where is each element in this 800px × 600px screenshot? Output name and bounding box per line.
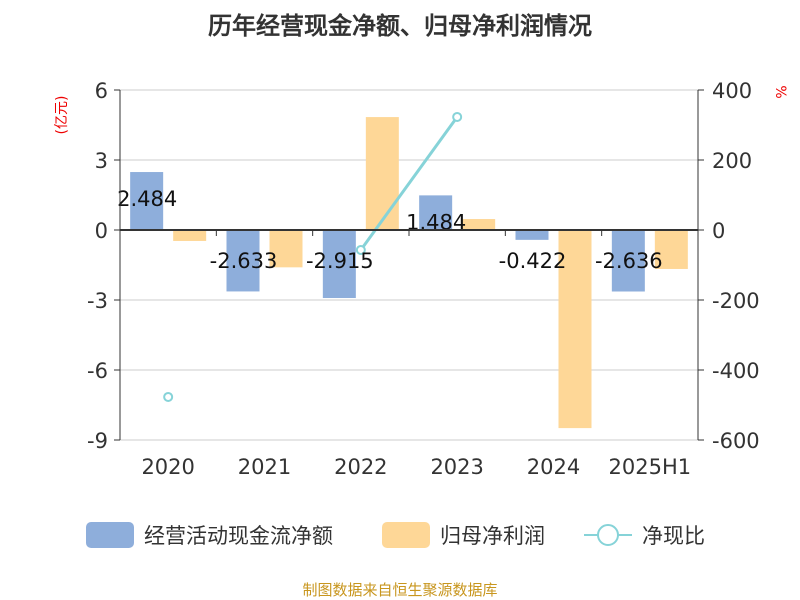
right-tick-label: -600 — [712, 429, 760, 453]
ratio-point — [452, 111, 463, 122]
profit-bar — [173, 230, 207, 241]
cashflow-bar — [515, 230, 549, 240]
cashflow-data-label: -2.633 — [210, 249, 278, 273]
cashflow-bar — [130, 172, 164, 230]
cashflow-bar — [322, 230, 356, 299]
cashflow-data-label: 2.484 — [117, 187, 177, 211]
legend-swatch-cashflow[interactable] — [86, 522, 134, 548]
cashflow-bar — [419, 195, 453, 230]
right-tick-label: -200 — [712, 289, 760, 313]
x-tick-label: 2024 — [527, 455, 580, 479]
right-tick-label: -400 — [712, 359, 760, 383]
right-axis-label: % — [772, 85, 788, 98]
left-tick-label: -3 — [87, 289, 108, 313]
left-tick-label: 3 — [95, 149, 108, 173]
x-tick-label: 2020 — [141, 455, 194, 479]
cashflow-data-label: -2.915 — [306, 249, 374, 273]
legend-swatch-profit[interactable] — [382, 522, 430, 548]
left-tick-label: 0 — [95, 219, 108, 243]
left-tick-label: -6 — [87, 359, 108, 383]
left-axis-label: (亿元) — [54, 96, 70, 135]
x-tick-label: 2021 — [238, 455, 291, 479]
legend: 经营活动现金流净额 归母净利润 净现比 — [86, 522, 705, 548]
left-tick-label: -9 — [87, 429, 108, 453]
legend-label-profit[interactable]: 归母净利润 — [440, 524, 545, 548]
x-tick-label: 2025H1 — [609, 455, 692, 479]
left-tick-label: 6 — [95, 79, 108, 103]
right-tick-label: 400 — [712, 79, 752, 103]
x-tick-label: 2022 — [334, 455, 387, 479]
cashflow-bar — [226, 230, 260, 292]
legend-label-ratio[interactable]: 净现比 — [642, 524, 705, 548]
right-tick-label: 0 — [712, 219, 725, 243]
profit-bar — [365, 117, 399, 230]
profit-bar — [462, 219, 496, 230]
legend-label-cashflow[interactable]: 经营活动现金流净额 — [144, 524, 333, 548]
legend-marker-ratio — [597, 524, 619, 546]
profit-bar — [654, 230, 688, 269]
profit-bar — [269, 230, 303, 268]
ratio-line-segment — [359, 116, 459, 251]
right-tick-label: 200 — [712, 149, 752, 173]
chart-title: 历年经营现金净额、归母净利润情况 — [208, 12, 592, 40]
x-tick-label: 2023 — [430, 455, 483, 479]
ratio-point — [163, 391, 174, 402]
cashflow-data-label: -0.422 — [499, 249, 567, 273]
source-note: 制图数据来自恒生聚源数据库 — [302, 581, 497, 599]
profit-bar — [558, 230, 592, 429]
cashflow-bar — [611, 230, 645, 292]
cashflow-data-label: -2.636 — [595, 249, 663, 273]
ratio-point — [355, 244, 366, 255]
